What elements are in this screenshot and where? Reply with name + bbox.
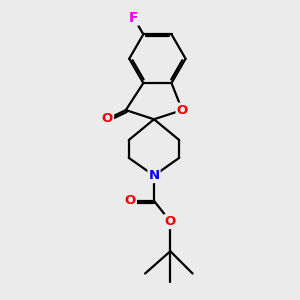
Text: N: N [148,169,160,182]
Text: O: O [165,215,176,228]
Text: F: F [129,11,138,25]
Text: O: O [102,112,113,125]
Text: O: O [177,103,188,117]
Text: O: O [125,194,136,207]
